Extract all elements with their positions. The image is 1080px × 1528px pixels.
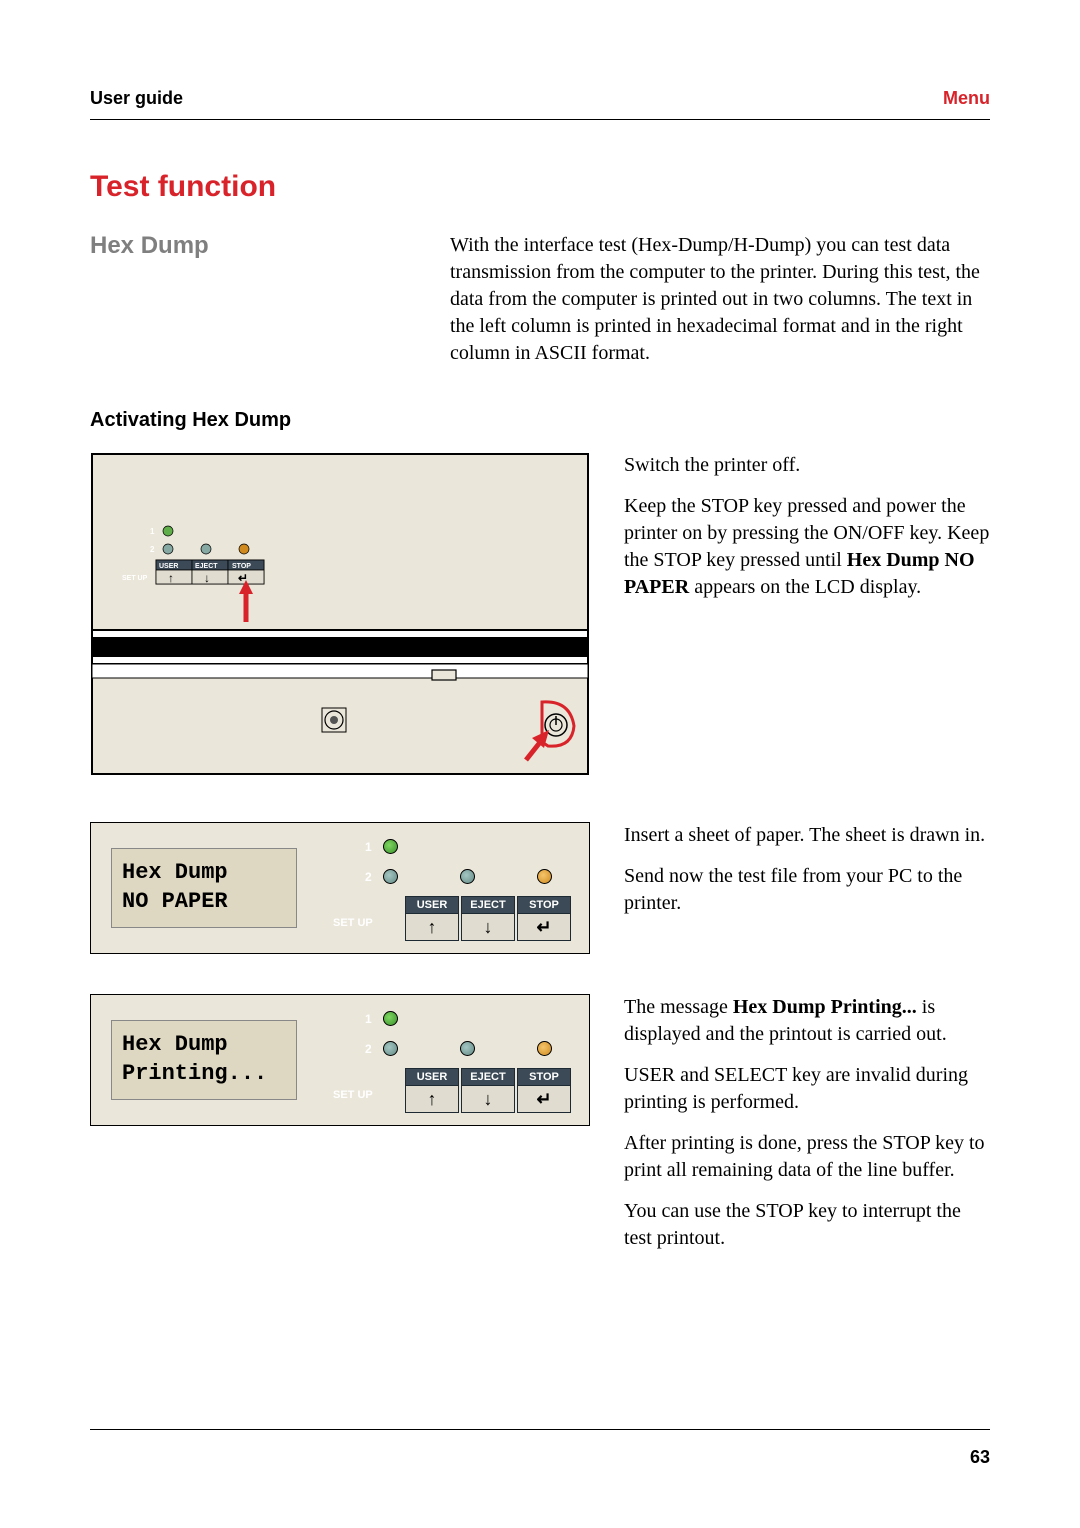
eject-button[interactable]: EJECT ↓ [461, 896, 515, 941]
eject-button[interactable]: EJECT ↓ [461, 1068, 515, 1113]
step1-p2: Keep the STOP key pressed and power the … [624, 493, 990, 601]
intro-row: Hex Dump With the interface test (Hex-Du… [90, 232, 990, 381]
down-arrow-icon: ↓ [484, 1090, 493, 1108]
svg-text:1: 1 [150, 527, 155, 536]
step2-row: Hex Dump NO PAPER 1 2 [90, 822, 990, 954]
led-2b-icon [460, 869, 475, 884]
control-panel: 1 2 SET UP USER [297, 823, 589, 953]
lcd-line2: NO PAPER [122, 888, 286, 917]
footer-divider [90, 1429, 990, 1430]
header-right: Menu [943, 88, 990, 109]
lcd-line1: Hex Dump [122, 859, 286, 888]
setup-label: SET UP [333, 917, 373, 929]
led-1-icon [383, 839, 398, 854]
enter-arrow-icon: ↵ [536, 1090, 551, 1108]
lcd-screen: Hex Dump NO PAPER [111, 848, 297, 928]
step3-row: Hex Dump Printing... 1 2 [90, 994, 990, 1266]
down-arrow-icon: ↓ [484, 918, 493, 936]
svg-text:↑: ↑ [168, 571, 174, 585]
step3-p3: After printing is done, press the STOP k… [624, 1130, 990, 1184]
led-2-label: 2 [365, 870, 375, 884]
step3-p2: USER and SELECT key are invalid during p… [624, 1062, 990, 1116]
activating-heading: Activating Hex Dump [90, 409, 990, 432]
hex-dump-heading: Hex Dump [90, 232, 400, 260]
led-2c-icon [537, 869, 552, 884]
step3-p4: You can use the STOP key to interrupt th… [624, 1198, 990, 1252]
user-button[interactable]: USER ↑ [405, 1068, 459, 1113]
stop-button[interactable]: STOP ↵ [517, 896, 571, 941]
stop-button[interactable]: STOP ↵ [517, 1068, 571, 1113]
lcd-screen: Hex Dump Printing... [111, 1020, 297, 1100]
setup-label: SET UP [333, 1089, 373, 1101]
page-number: 63 [970, 1447, 990, 1468]
enter-arrow-icon: ↵ [536, 918, 551, 936]
led-2a-icon [383, 1041, 398, 1056]
svg-text:USER: USER [159, 563, 178, 570]
led-1-label: 1 [365, 840, 375, 854]
page-header: User guide Menu [90, 88, 990, 120]
step3-p1: The message Hex Dump Printing... is disp… [624, 994, 990, 1048]
lcd-line2: Printing... [122, 1060, 286, 1089]
step1-row: 1 2 USER EJECT STOP [90, 452, 990, 782]
led-1-icon [383, 1011, 398, 1026]
printer-figure: 1 2 USER EJECT STOP [90, 452, 590, 782]
user-button[interactable]: USER ↑ [405, 896, 459, 941]
led-1-label: 1 [365, 1012, 375, 1026]
led-2c-icon [537, 1041, 552, 1056]
step1-p1: Switch the printer off. [624, 452, 990, 479]
up-arrow-icon: ↑ [428, 1090, 437, 1108]
step2-p1: Insert a sheet of paper. The sheet is dr… [624, 822, 990, 849]
svg-text:↓: ↓ [204, 571, 210, 585]
svg-text:SET UP: SET UP [122, 575, 148, 582]
led-2b-icon [460, 1041, 475, 1056]
lcd-panel-printing: Hex Dump Printing... 1 2 [90, 994, 590, 1126]
section-title: Test function [90, 170, 990, 204]
step2-p2: Send now the test file from your PC to t… [624, 863, 990, 917]
up-arrow-icon: ↑ [428, 918, 437, 936]
led-2-label: 2 [365, 1042, 375, 1056]
svg-text:EJECT: EJECT [195, 563, 218, 570]
led-2a-icon [383, 869, 398, 884]
hex-dump-intro: With the interface test (Hex-Dump/H-Dump… [450, 232, 990, 367]
header-left: User guide [90, 88, 183, 109]
svg-text:2: 2 [150, 545, 155, 554]
control-panel: 1 2 SET UP USER [297, 995, 589, 1125]
svg-text:STOP: STOP [232, 563, 251, 570]
lcd-panel-nopaper: Hex Dump NO PAPER 1 2 [90, 822, 590, 954]
lcd-line1: Hex Dump [122, 1031, 286, 1060]
